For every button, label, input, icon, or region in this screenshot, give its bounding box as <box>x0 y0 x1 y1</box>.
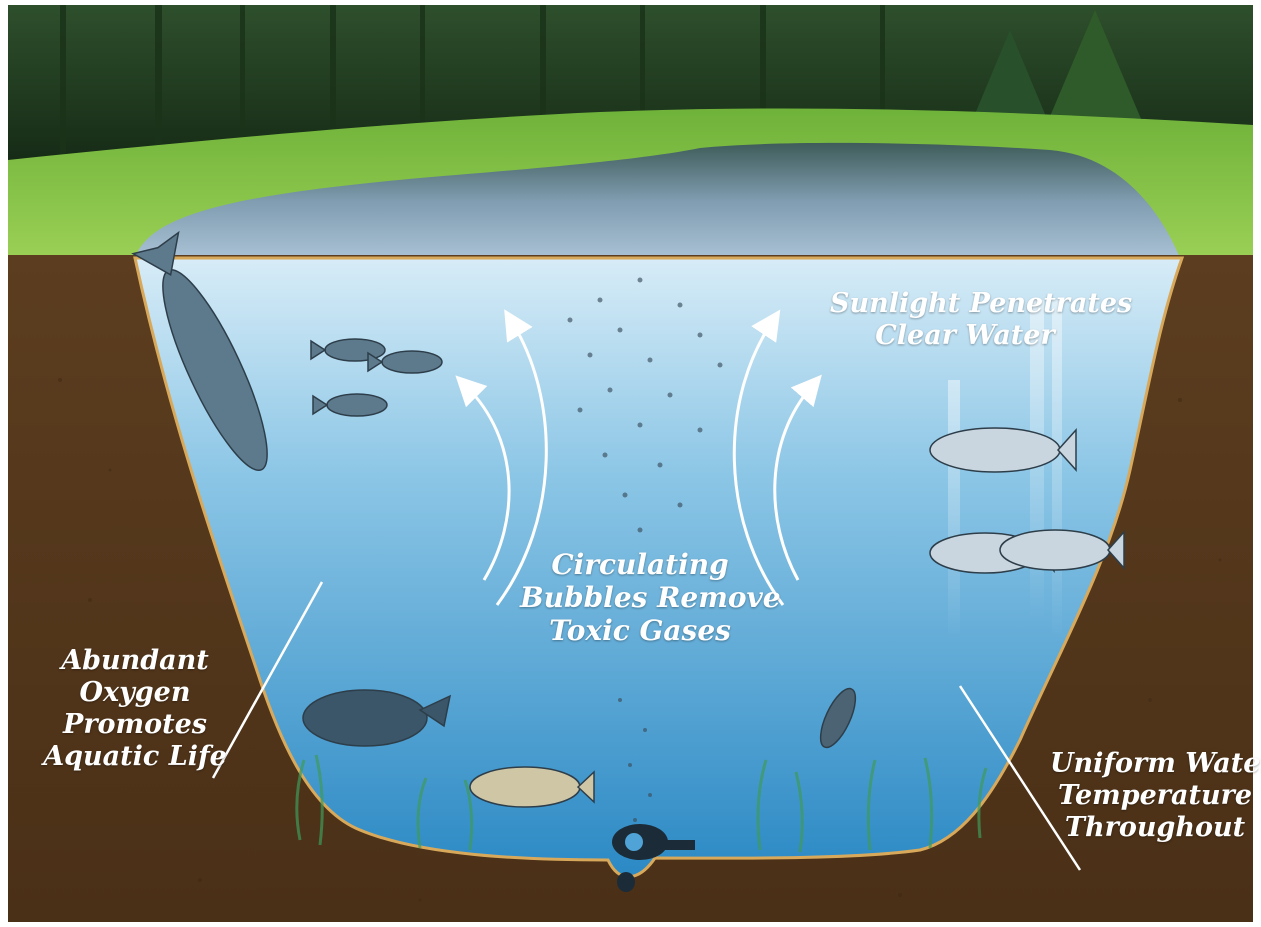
arrow-icon <box>455 309 822 606</box>
label-line: Temperature <box>1057 779 1253 811</box>
fish-icon <box>131 230 1125 808</box>
label-line: Circulating <box>551 548 729 581</box>
pond-surface <box>135 142 1180 258</box>
pointer-lines <box>211 581 1082 871</box>
bubble-icon <box>567 277 723 822</box>
label-sunlight-penetrates: Sunlight Penetrates Clear Water <box>830 288 1133 352</box>
label-line: Toxic Gases <box>549 614 731 648</box>
fish-school-small <box>310 338 443 417</box>
label-line: Oxygen <box>79 676 191 708</box>
label-line: Clear Water <box>875 319 1055 351</box>
fish-small-bottom <box>819 687 857 749</box>
diffuser-icon <box>612 824 695 892</box>
fish-perch <box>469 766 595 808</box>
label-abundant-oxygen: Abundant Oxygen Promotes Aquatic Life <box>40 645 230 772</box>
fish-catfish <box>302 689 452 747</box>
fish-right-lower <box>929 529 1125 574</box>
label-line: Uniform Water <box>1050 748 1261 779</box>
label-line: Bubbles Remove <box>520 581 781 615</box>
label-uniform-temperature: Uniform Water Temperature Throughout <box>1050 748 1261 844</box>
label-circulating-bubbles: Circulating Bubbles Remove Toxic Gases <box>520 548 781 648</box>
label-line: Abundant <box>61 645 209 676</box>
label-line: Throughout <box>1064 811 1246 843</box>
fish-large-left <box>131 230 268 472</box>
fish-right-upper <box>929 427 1077 473</box>
soil-texture <box>58 378 1222 902</box>
seaweed-icon <box>295 754 988 853</box>
label-line: Promotes <box>63 708 207 740</box>
label-line: Sunlight Penetrates <box>830 288 1133 319</box>
label-line: Aquatic Life <box>43 740 227 772</box>
